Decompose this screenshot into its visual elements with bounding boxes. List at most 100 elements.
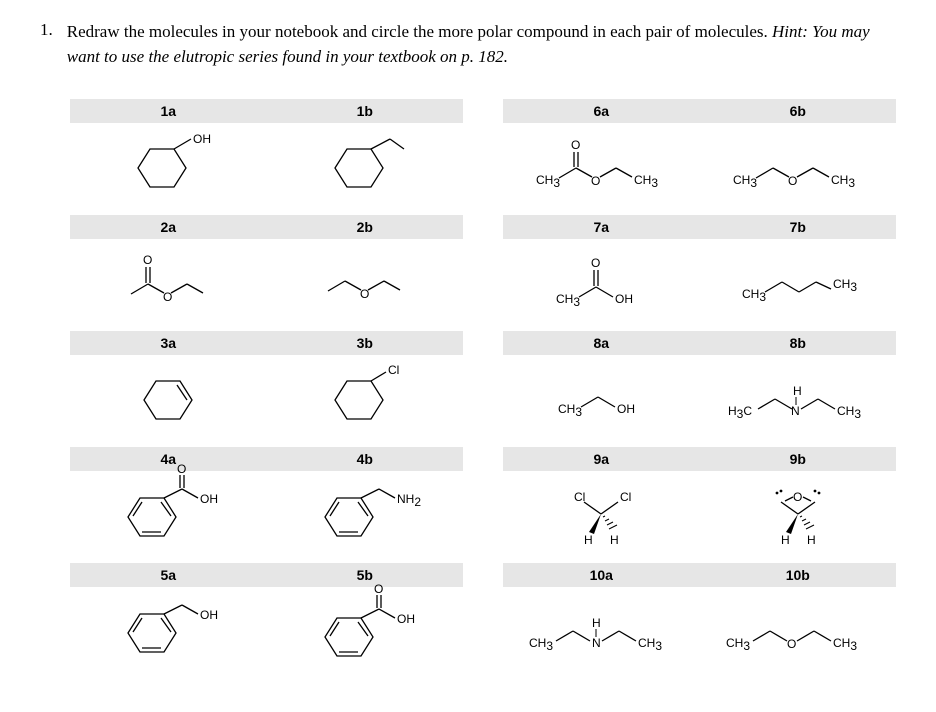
cell-9a: 9a [503, 447, 700, 555]
atom-h9l: H [584, 533, 593, 547]
mol-5b: O OH [267, 593, 464, 671]
atom-cl9l: Cl [574, 490, 585, 504]
atom-ch3-7bl: CH3 [742, 287, 766, 304]
atom-o4: O [177, 462, 186, 476]
mol-10b: O CH3 CH3 [700, 593, 897, 671]
cell-2a: 2a O O [70, 215, 267, 323]
cell-5b: 5b O OH [267, 563, 464, 671]
atom-ch3-8r: CH3 [837, 404, 861, 421]
mol-9b: O H H [700, 477, 897, 555]
atom-o6: O [571, 138, 580, 152]
atom-ch3-7br: CH3 [833, 277, 857, 294]
cell-10a: 10a N H CH3 CH3 [503, 563, 700, 671]
mol-1b [267, 129, 464, 207]
atom-h9bl: H [781, 533, 790, 547]
atom-o5: O [374, 582, 383, 596]
cell-4b: 4b NH2 [267, 447, 464, 555]
question-text: Redraw the molecules in your notebook an… [67, 22, 768, 41]
atom-o3: O [360, 287, 369, 301]
label-8a: 8a [503, 331, 700, 355]
atom-h8: H [793, 384, 802, 398]
atom-ch3-r: CH3 [634, 173, 658, 190]
mol-10a: N H CH3 CH3 [503, 593, 700, 671]
mol-2b: O [267, 245, 464, 323]
mol-3b: Cl [267, 361, 464, 439]
atom-nh2: NH2 [397, 492, 421, 509]
label-7b: 7b [700, 215, 897, 239]
label-2a: 2a [70, 215, 267, 239]
cell-8a: 8a CH3 OH [503, 331, 700, 439]
atom-o: O [143, 253, 152, 267]
label-5a: 5a [70, 563, 267, 587]
label-10b: 10b [700, 563, 897, 587]
label-10a: 10a [503, 563, 700, 587]
cell-1a: 1a OH [70, 99, 267, 207]
cell-2b: 2b O [267, 215, 464, 323]
atom-ch3-l2: CH3 [733, 173, 757, 190]
label-6a: 6a [503, 99, 700, 123]
cell-5a: 5a OH [70, 563, 267, 671]
columns: 1a OH 1b [70, 99, 896, 679]
left-column: 1a OH 1b [70, 99, 463, 679]
atom-n8: N [791, 404, 800, 418]
label-8b: 8b [700, 331, 897, 355]
cell-7a: 7a O CH3 OH [503, 215, 700, 323]
pair-8: 8a CH3 OH 8b [503, 331, 896, 439]
right-column: 6a O O CH3 CH3 [503, 99, 896, 679]
mol-2a: O O [70, 245, 267, 323]
mol-5a: OH [70, 593, 267, 671]
pair-9: 9a [503, 447, 896, 555]
mol-1a: OH [70, 129, 267, 207]
atom-ch3-r2: CH3 [831, 173, 855, 190]
atom-o7: O [591, 256, 600, 270]
pair-1: 1a OH 1b [70, 99, 463, 207]
cell-10b: 10b O CH3 CH3 [700, 563, 897, 671]
pair-6: 6a O O CH3 CH3 [503, 99, 896, 207]
label-5b: 5b [267, 563, 464, 587]
hint-prefix: Hint: [772, 22, 812, 41]
mol-6a: O O CH3 CH3 [503, 129, 700, 207]
pair-2: 2a O O [70, 215, 463, 323]
atom-o2: O [163, 290, 172, 304]
cell-9b: 9b [700, 447, 897, 555]
label-1a: 1a [70, 99, 267, 123]
label-4b: 4b [267, 447, 464, 471]
atom-oh8: OH [617, 402, 635, 416]
atom-oh7: OH [615, 292, 633, 306]
label-1b: 1b [267, 99, 464, 123]
label-9a: 9a [503, 447, 700, 471]
mol-8b: N H H3C CH3 [700, 361, 897, 439]
cell-3b: 3b Cl [267, 331, 464, 439]
question-block: 1. Redraw the molecules in your notebook… [40, 20, 896, 69]
label-2b: 2b [267, 215, 464, 239]
atom-cl: Cl [388, 363, 399, 377]
label-3a: 3a [70, 331, 267, 355]
atom-ch3-10r: CH3 [638, 636, 662, 653]
atom-ch3-10br: CH3 [833, 636, 857, 653]
atom-h3c-8l: H3C [728, 404, 752, 421]
atom-h9br: H [807, 533, 816, 547]
atom-o6c: O [788, 174, 797, 188]
label-6b: 6b [700, 99, 897, 123]
pair-7: 7a O CH3 OH 7b [503, 215, 896, 323]
atom-oh4: OH [200, 492, 218, 506]
label-4a: 4a [70, 447, 267, 471]
mol-9a: Cl Cl H H [503, 477, 700, 555]
mol-8a: CH3 OH [503, 361, 700, 439]
cell-3a: 3a [70, 331, 267, 439]
atom-ch3-l: CH3 [536, 173, 560, 190]
cell-1b: 1b [267, 99, 464, 207]
label-7a: 7a [503, 215, 700, 239]
cell-6a: 6a O O CH3 CH3 [503, 99, 700, 207]
question-number: 1. [40, 20, 53, 40]
mol-4a: O OH [70, 477, 267, 555]
mol-3a [70, 361, 267, 439]
atom-ch3-10l: CH3 [529, 636, 553, 653]
atom-ch3-8l: CH3 [558, 402, 582, 419]
cell-8b: 8b N H H3C CH3 [700, 331, 897, 439]
atom-o9: O [793, 490, 802, 504]
pair-10: 10a N H CH3 CH3 [503, 563, 896, 671]
mol-4b: NH2 [267, 477, 464, 555]
question-text-wrap: Redraw the molecules in your notebook an… [67, 20, 896, 69]
label-9b: 9b [700, 447, 897, 471]
